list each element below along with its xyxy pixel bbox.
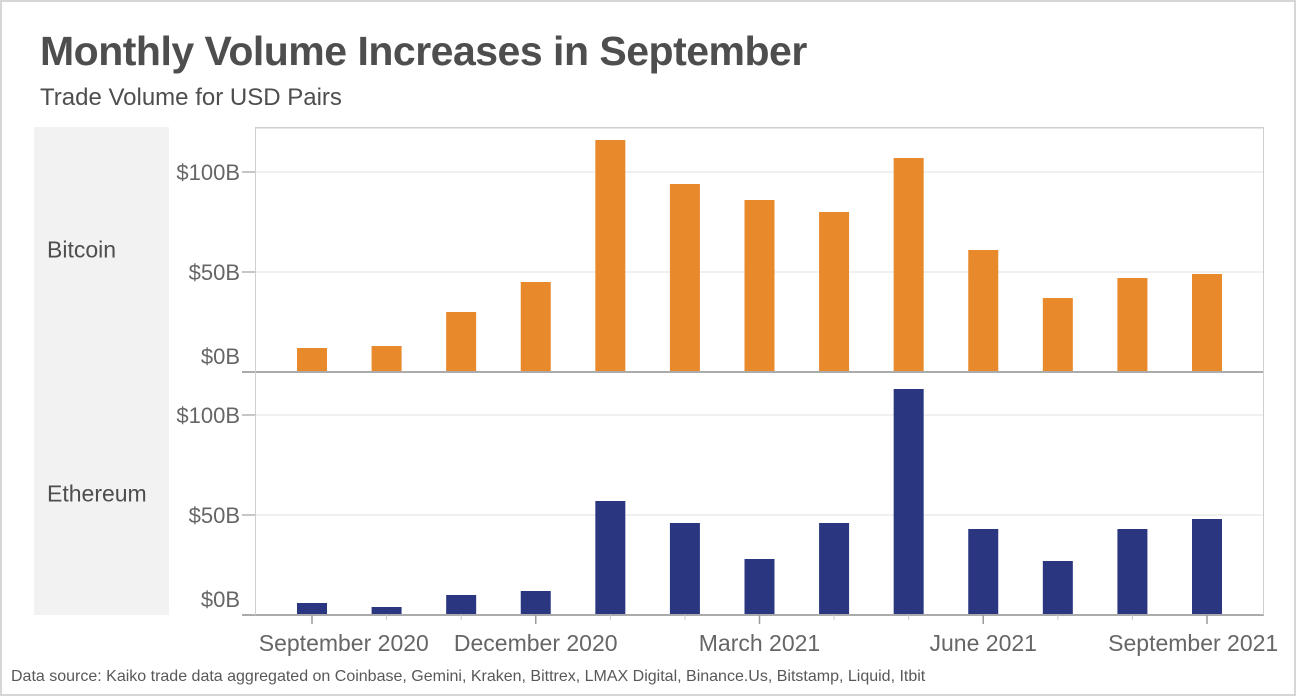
bitcoin-bar-12	[1191, 274, 1222, 372]
x-tick-label: September 2020	[259, 630, 429, 656]
row-label-ethereum: Ethereum	[47, 481, 147, 507]
bitcoin-bar-2	[446, 312, 477, 372]
y-tick-label: $100B	[176, 403, 240, 428]
ethereum-bar-2	[446, 595, 477, 615]
ethereum-bar-0	[297, 603, 327, 615]
ethereum-bar-6	[744, 559, 775, 615]
x-tick-label: September 2021	[1108, 630, 1278, 656]
x-tick-label: June 2021	[930, 630, 1037, 656]
x-tick-label: December 2020	[454, 630, 618, 656]
ethereum-bar-1	[371, 607, 402, 615]
y-tick-label: $100B	[176, 160, 240, 185]
page-subtitle: Trade Volume for USD Pairs	[40, 84, 342, 111]
data-source-note: Data source: Kaiko trade data aggregated…	[11, 668, 926, 685]
x-tick-label: March 2021	[699, 630, 820, 656]
bitcoin-bar-4	[595, 140, 626, 372]
bar-chart: $0B $50B $100B Bitcoin $0B $50B $100B Ethereum S…	[34, 127, 1278, 656]
y-tick-label: $50B	[189, 260, 240, 285]
bitcoin-bar-5	[669, 184, 700, 372]
bitcoin-bar-9	[968, 250, 999, 372]
bitcoin-bar-1	[371, 346, 402, 372]
ethereum-bar-7	[819, 523, 850, 615]
ethereum-bar-5	[669, 523, 700, 615]
bitcoin-bar-7	[819, 212, 850, 372]
bitcoin-bar-11	[1117, 278, 1148, 372]
bitcoin-bar-10	[1042, 298, 1073, 372]
y-tick-label: $0B	[201, 587, 240, 612]
ethereum-bar-11	[1117, 529, 1148, 615]
ethereum-bar-12	[1191, 519, 1222, 615]
row-label-bitcoin: Bitcoin	[47, 237, 116, 263]
ethereum-bar-8	[893, 389, 924, 615]
page-title: Monthly Volume Increases in September	[40, 28, 807, 74]
bitcoin-bar-3	[520, 282, 551, 372]
y-tick-label: $0B	[201, 344, 240, 369]
ethereum-bar-9	[968, 529, 999, 615]
bitcoin-bar-8	[893, 158, 924, 372]
ethereum-bar-10	[1042, 561, 1073, 615]
y-tick-label: $50B	[189, 503, 240, 528]
ethereum-bar-3	[520, 591, 551, 615]
bitcoin-bar-0	[297, 348, 327, 372]
bitcoin-bar-6	[744, 200, 775, 372]
row-label-band	[34, 127, 169, 615]
ethereum-bar-4	[595, 501, 626, 615]
